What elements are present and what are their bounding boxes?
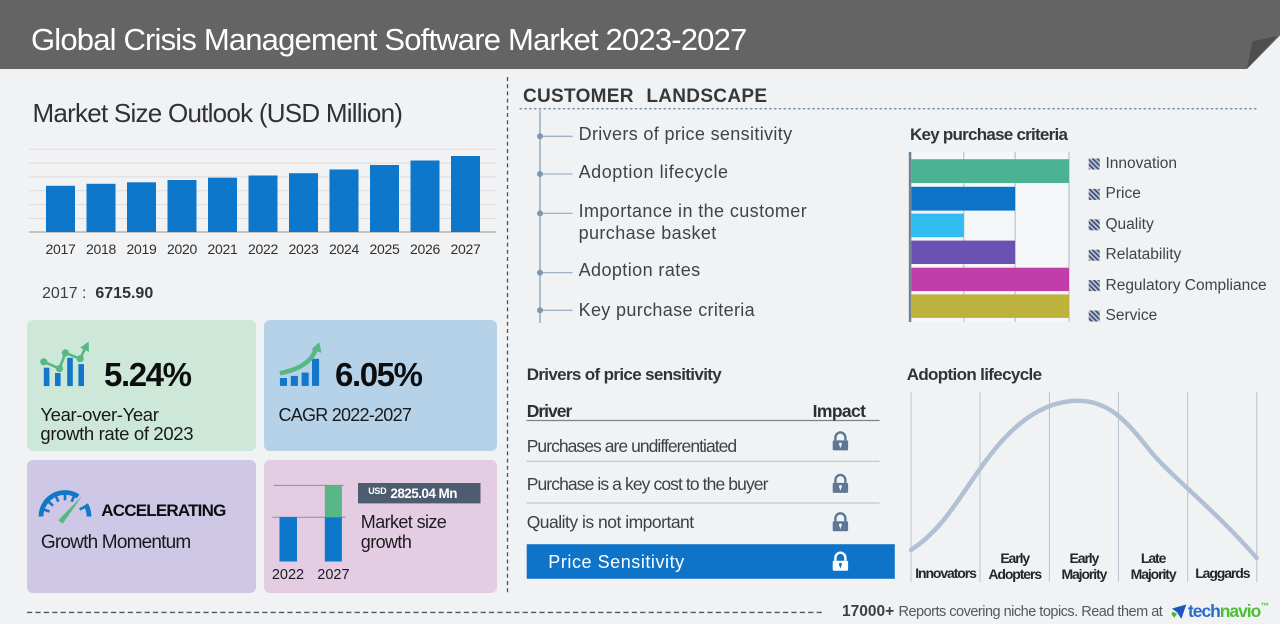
svg-text:2018: 2018 [86, 241, 116, 257]
svg-text:2019: 2019 [127, 241, 157, 257]
svg-text:2023: 2023 [289, 241, 319, 257]
svg-text:2021: 2021 [208, 241, 238, 257]
svg-text:2022: 2022 [248, 241, 278, 257]
svg-text:2020: 2020 [167, 241, 197, 257]
svg-text:2024: 2024 [329, 241, 359, 257]
svg-text:2026: 2026 [410, 241, 440, 257]
svg-text:2027: 2027 [451, 241, 481, 257]
svg-text:2025: 2025 [370, 241, 400, 257]
svg-text:2017: 2017 [46, 241, 76, 257]
